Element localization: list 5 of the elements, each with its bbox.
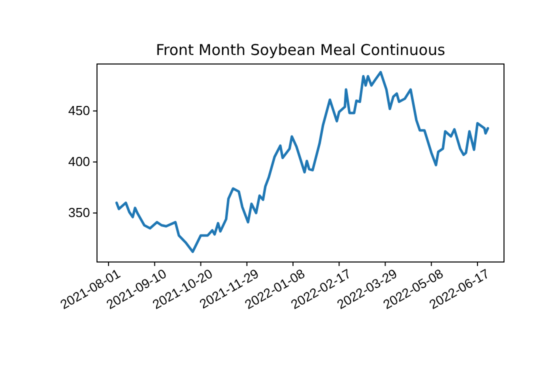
chart-title: Front Month Soybean Meal Continuous [156, 41, 446, 59]
y-tick-label: 400 [68, 154, 90, 170]
y-tick-label: 450 [68, 103, 90, 118]
line-series [115, 70, 490, 254]
y-tick-label: 350 [68, 205, 90, 220]
